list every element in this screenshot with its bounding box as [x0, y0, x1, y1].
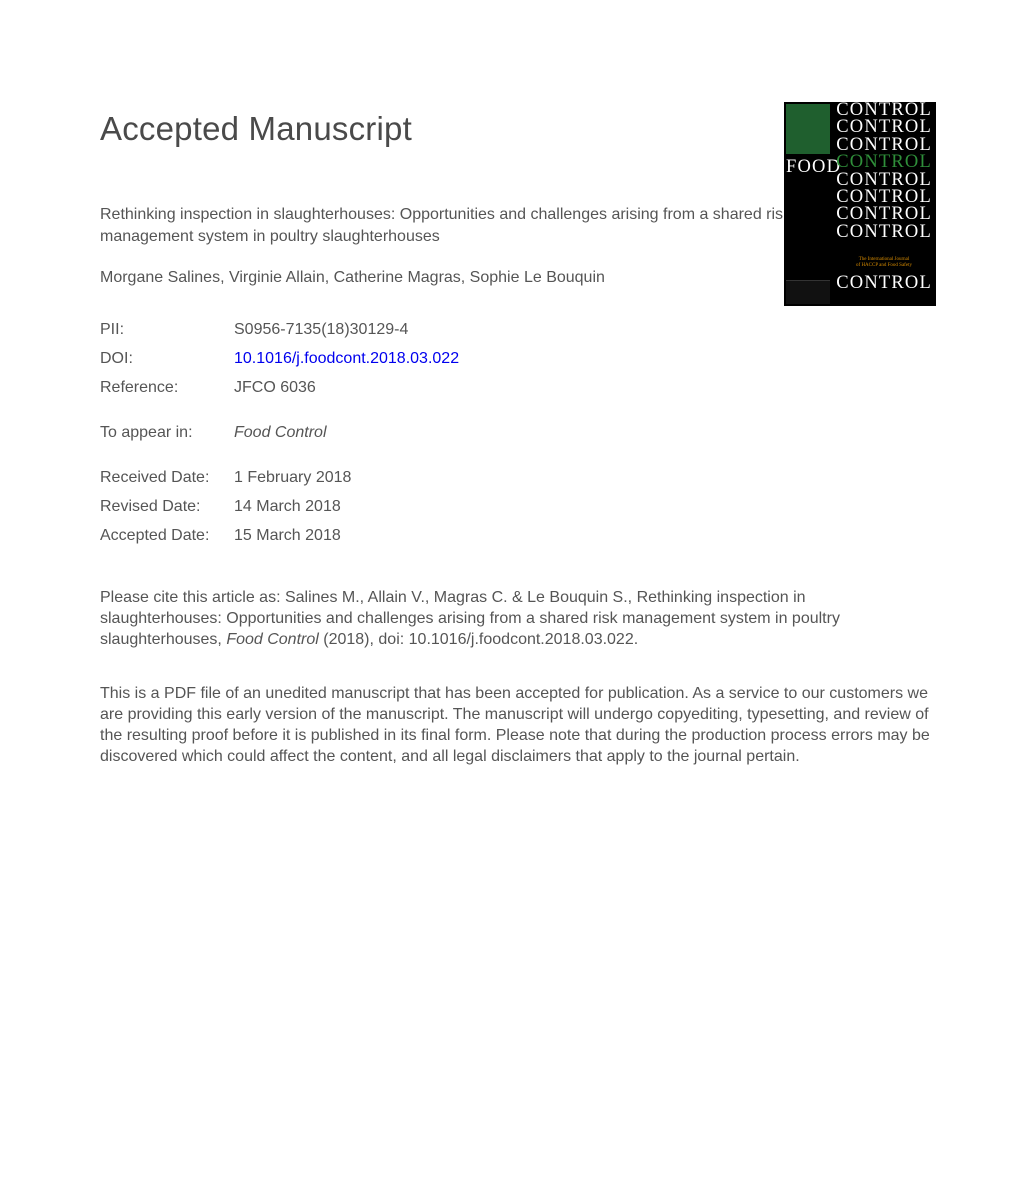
citation-suffix: (2018), doi: 10.1016/j.foodcont.2018.03.… [319, 631, 638, 648]
cover-subtitle-line2: of HACCP and Food Safety [834, 263, 934, 269]
meta-label-pii: PII: [100, 321, 234, 339]
meta-value-appear: Food Control [234, 424, 327, 442]
cover-word-8: CONTROL [834, 224, 934, 241]
article-title: Rethinking inspection in slaughterhouses… [100, 204, 840, 247]
journal-cover-thumbnail: FOOD CONTROL CONTROL CONTROL CONTROL CON… [784, 102, 936, 306]
meta-value-accepted: 15 March 2018 [234, 527, 341, 545]
cover-green-box [786, 104, 830, 154]
meta-value-revised: 14 March 2018 [234, 498, 341, 516]
meta-row-received: Received Date: 1 February 2018 [100, 469, 930, 487]
meta-label-appear: To appear in: [100, 424, 234, 442]
meta-row-doi: DOI: 10.1016/j.foodcont.2018.03.022 [100, 350, 930, 368]
meta-row-appear: To appear in: Food Control [100, 424, 930, 442]
meta-row-accepted: Accepted Date: 15 March 2018 [100, 527, 930, 545]
cover-bottom-box [786, 280, 830, 304]
cover-food-word: FOOD [786, 157, 841, 178]
meta-row-pii: PII: S0956-7135(18)30129-4 [100, 321, 930, 339]
meta-value-doi[interactable]: 10.1016/j.foodcont.2018.03.022 [234, 350, 459, 368]
meta-value-reference: JFCO 6036 [234, 379, 316, 397]
meta-label-doi: DOI: [100, 350, 234, 368]
cover-word-4: CONTROL [834, 154, 934, 171]
meta-label-revised: Revised Date: [100, 498, 234, 516]
metadata-table: PII: S0956-7135(18)30129-4 DOI: 10.1016/… [100, 321, 930, 545]
meta-label-received: Received Date: [100, 469, 234, 487]
disclaimer-text: This is a PDF file of an unedited manusc… [100, 683, 930, 767]
cover-word-stack: CONTROL CONTROL CONTROL CONTROL CONTROL … [834, 102, 934, 241]
meta-label-reference: Reference: [100, 379, 234, 397]
meta-value-received: 1 February 2018 [234, 469, 351, 487]
meta-label-accepted: Accepted Date: [100, 527, 234, 545]
citation-block: Please cite this article as: Salines M.,… [100, 587, 930, 650]
meta-value-pii: S0956-7135(18)30129-4 [234, 321, 408, 339]
citation-journal: Food Control [226, 631, 319, 648]
meta-row-revised: Revised Date: 14 March 2018 [100, 498, 930, 516]
header-row: Accepted Manuscript FOOD CONTROL CONTROL… [100, 110, 930, 148]
cover-word-9: CONTROL [834, 275, 934, 292]
cover-word-stack-bottom: CONTROL [834, 275, 934, 292]
cover-subtitle: The International Journal of HACCP and F… [834, 257, 934, 269]
meta-row-reference: Reference: JFCO 6036 [100, 379, 930, 397]
